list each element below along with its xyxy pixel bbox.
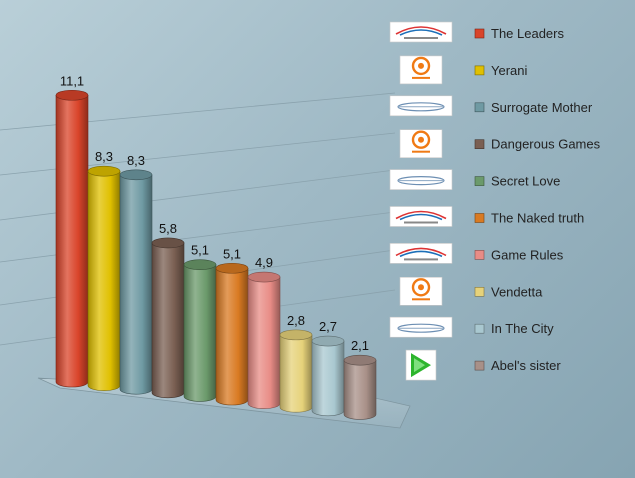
play-tv-logo [405,349,437,381]
data-label: 2,7 [319,319,337,334]
bar-body [343,359,377,420]
legend-item: The Leaders [389,21,564,43]
bar-game-rules [247,271,281,409]
bar-in-the-city [311,335,345,417]
h1-tv-logo [389,169,453,190]
bar-body [87,170,121,391]
armenia-tv-logo [389,21,453,43]
bar-cap [87,165,121,177]
bar-abel-s-sister [343,354,377,420]
legend-swatch [474,250,485,260]
bar-cap [247,271,281,283]
data-label: 5,8 [159,221,177,236]
legend-swatch [474,28,485,39]
legend-item: In The City [389,316,554,338]
bar-body [55,94,89,388]
bar-yerani [87,165,121,391]
legend-item: Game Rules [389,243,564,264]
bar-cap [183,259,217,270]
bar-body [151,242,185,399]
legend-swatch [474,65,485,76]
legend-swatch [474,286,485,297]
bar-surrogate-mother [119,169,153,395]
legend-label: The Leaders [491,26,564,41]
bar-cap [119,169,153,181]
bar-body [311,340,345,417]
bar-body [119,174,153,395]
data-label: 5,1 [223,246,241,261]
legend-item: Yerani [399,55,527,85]
shant-tv-logo [399,55,443,85]
legend-item: The Naked truth [389,206,584,227]
data-label: 2,8 [287,313,305,328]
legend-item: Abel's sister [405,349,561,381]
bar-body [279,334,313,413]
legend-swatch [474,139,485,149]
bar-body [183,264,217,402]
bar-cap [151,237,185,249]
legend-swatch [474,360,485,371]
bar-body [247,276,281,409]
legend-label: Yerani [491,63,527,78]
data-label: 11,1 [60,73,84,88]
armenia-tv-logo [389,243,453,264]
data-label: 8,3 [95,149,113,164]
legend-label: The Naked truth [491,211,584,226]
legend-label: Game Rules [491,247,564,262]
legend-label: Secret Love [491,174,560,189]
bar-vendetta [279,329,313,413]
data-labels: 11,1 8,3 8,3 5,8 5,1 5,1 4,9 2,8 2,7 2,1 [60,73,369,353]
data-label: 8,3 [127,153,145,168]
legend-swatch [474,102,485,113]
h1-tv-logo [389,316,453,338]
shant-tv-logo [399,129,443,158]
legend-label: Abel's sister [491,358,561,373]
bars [55,89,377,420]
bar-cap [55,89,89,101]
bar-the-leaders [55,89,89,388]
legend-swatch [474,213,485,223]
legend-label: Dangerous Games [491,137,601,152]
bar-the-naked-truth [215,262,249,406]
legend-item: Secret Love [389,169,560,190]
legend: The Leaders Yerani Surrogate Mother Dangero… [389,21,601,381]
legend-item: Dangerous Games [399,129,601,158]
legend-swatch [474,323,485,334]
bar-cap [343,354,377,366]
legend-item: Surrogate Mother [389,95,593,117]
data-label: 2,1 [351,338,369,353]
bar-cap [215,262,249,274]
legend-item: Vendetta [399,276,543,306]
legend-label: Vendetta [491,284,543,299]
bar-dangerous-games [151,237,185,399]
shant-tv-logo [399,276,443,306]
legend-label: Surrogate Mother [491,100,593,115]
bar-body [215,267,249,406]
legend-label: In The City [491,321,554,336]
h1-tv-logo [389,95,453,117]
bar-secret-love [183,259,217,402]
legend-swatch [474,176,485,186]
data-label: 4,9 [255,255,273,270]
bar-cap [311,335,345,347]
armenia-tv-logo [389,206,453,227]
bar-cap [279,329,313,341]
data-label: 5,1 [191,243,209,258]
